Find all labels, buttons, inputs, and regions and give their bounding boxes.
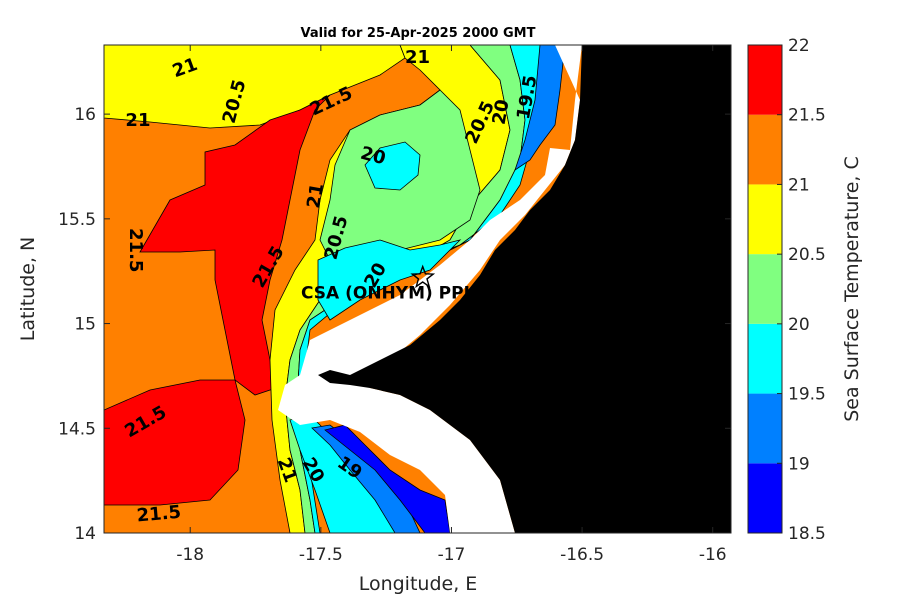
site-marker-group: CSA (ONHYM) PPL EP [301, 264, 504, 303]
site-star-icon [410, 264, 436, 289]
colorbar: 18.5 19 19.5 20 20.5 21 21.5 22 [747, 36, 826, 544]
sst-band-21.5-22 [139, 94, 331, 396]
colorbar-label: Sea Surface Temperature, C [841, 156, 863, 422]
y-axis-label: Latitude, N [17, 237, 39, 342]
colorbar-segment [748, 114, 782, 185]
colorbar-segment [748, 184, 782, 255]
land-mass [318, 45, 731, 533]
colorbar-tick-label: 21 [788, 175, 810, 195]
contour-label: 20 [489, 98, 514, 126]
contour-label: 21 [303, 182, 328, 210]
colorbar-tick-label: 19.5 [788, 385, 826, 405]
sst-band-21.5-22-south [104, 379, 246, 506]
plot-frame [103, 44, 732, 534]
sst-band-19.5-20-south [317, 239, 462, 321]
y-axis: 14 14.5 15 15.5 16 [58, 105, 731, 544]
colorbar-tick-label: 20.5 [788, 245, 826, 265]
y-tick-label: 14.5 [58, 419, 96, 439]
colorbar-segment [748, 393, 782, 464]
colorbar-segment [748, 463, 782, 533]
colorbar-segment [748, 254, 782, 324]
x-tick-label: -16.5 [560, 545, 604, 565]
x-tick-label: -16 [699, 545, 727, 565]
contour-label: 21.5 [125, 228, 146, 272]
chart-title: Valid for 25-Apr-2025 2000 GMT [301, 26, 536, 41]
x-axis: -18 -17.5 -17 -16.5 -16 [176, 45, 727, 565]
contour-label: 21.5 [136, 502, 182, 527]
sst-band-18.5-19 [324, 424, 451, 533]
x-tick-label: -17 [438, 545, 466, 565]
y-tick-label: 14 [74, 524, 96, 544]
colorbar-tick-label: 20 [788, 315, 810, 335]
colorbar-tick-label: 19 [788, 454, 810, 474]
x-tick-label: -17.5 [299, 545, 343, 565]
colorbar-frame [747, 44, 783, 534]
contour-label: 21 [405, 47, 430, 68]
colorbar-segment [748, 45, 782, 115]
sst-band-19.5-20-eddy [364, 141, 421, 191]
colorbar-segment [748, 323, 782, 394]
contour-label: 21 [125, 110, 150, 131]
y-tick-label: 15.5 [58, 210, 96, 230]
sst-band-19-19.5 [514, 45, 566, 171]
y-tick-label: 16 [74, 105, 96, 125]
no-data-region [278, 45, 582, 533]
colorbar-tick-label: 22 [788, 36, 810, 56]
y-tick-label: 15 [74, 315, 96, 335]
colorbar-tick-label: 18.5 [788, 524, 826, 544]
colorbar-tick-label: 21.5 [788, 106, 826, 126]
x-axis-label: Longitude, E [359, 573, 478, 595]
x-tick-label: -18 [176, 545, 204, 565]
site-label: CSA (ONHYM) PPL EP [301, 283, 504, 303]
